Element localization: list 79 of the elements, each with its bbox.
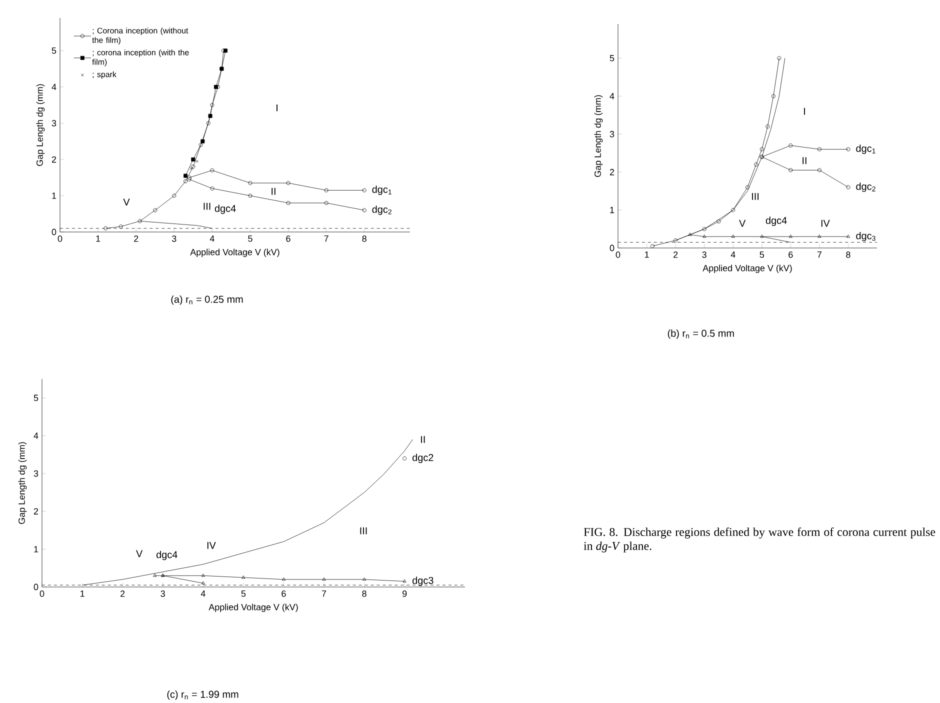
annotation: IV [207, 542, 216, 549]
text: (b) r$_{n}$ = 0.5 mm [668, 329, 734, 339]
y-tick-label: 1 [610, 206, 614, 214]
x-tick-label: 0 [58, 235, 62, 242]
y-tick-label: 3 [34, 470, 38, 477]
annotation: IV [821, 220, 830, 227]
annotation: V [136, 550, 143, 558]
x-tick-label: 3 [172, 235, 176, 242]
y-tick-label: 0 [610, 244, 614, 252]
x-tick-label: 7 [322, 590, 326, 597]
annotation: II [802, 157, 806, 164]
y-tick-label: 0 [52, 228, 56, 236]
y-tick-label: 2 [610, 168, 614, 176]
x-tick-label: 1 [96, 235, 100, 242]
x-tick-label: 8 [362, 590, 366, 597]
x-tick-label: 5 [760, 251, 764, 258]
annotation: dgc3 [412, 576, 434, 586]
x-tick-label: 2 [674, 251, 678, 258]
annotation: dgc$_{2}$ [372, 206, 392, 215]
y-tick-label: 0 [34, 584, 38, 590]
y-tick-label: 2 [34, 508, 38, 514]
annotation: dgc4 [766, 216, 787, 226]
annotation: dgc4 [214, 204, 236, 214]
x-tick-label: 0 [616, 251, 620, 258]
y-tick-label: 3 [52, 120, 56, 126]
annotation: V [739, 220, 746, 227]
x-tick-label: 0 [40, 590, 44, 597]
annotation: I [804, 108, 805, 115]
x-tick-label: 5 [241, 590, 246, 597]
x-tick-label: 4 [200, 590, 206, 597]
y-tick-label: 5 [52, 47, 56, 54]
x-tick-label: 4 [730, 251, 736, 258]
annotation: III [360, 527, 367, 534]
x-tick-label: 9 [402, 590, 407, 597]
y-axis-title: Gap Length dg (mm) [594, 95, 603, 177]
y-tick-label: 3 [610, 130, 614, 138]
x-tick-label: 1 [80, 590, 84, 597]
y-tick-label: 5 [610, 54, 614, 62]
annotation: dgc$_{1}$ [856, 144, 876, 154]
y-tick-label: 4 [610, 92, 614, 100]
x-tick-label: 1 [644, 251, 649, 258]
y-tick-label: 5 [34, 394, 38, 401]
x-tick-label: 4 [210, 235, 214, 242]
x-tick-label: 2 [134, 235, 138, 242]
x-axis-title: Applied Voltage V (kV) [208, 604, 298, 612]
y-axis-title: Gap Length dg (mm) [18, 442, 27, 524]
y-tick-label: 4 [52, 84, 56, 90]
x-tick-label: 6 [282, 590, 286, 597]
annotation: II [421, 436, 425, 443]
annotation: III [204, 202, 210, 210]
text: (a) r$_{n}$ = 0.25 mm [171, 295, 243, 305]
annotation: dgc4 [156, 550, 178, 560]
text: FIG. 8. Discharge regions defined by wave form of corona current pulse in dg-V plane. [584, 527, 936, 552]
x-tick-label: 6 [788, 251, 793, 258]
x-tick-label: 5 [248, 235, 252, 242]
x-tick-label: 2 [120, 590, 125, 597]
x-axis-title: Applied Voltage V (kV) [702, 264, 792, 274]
annotation: dgc2 [412, 454, 434, 463]
x-tick-label: 8 [362, 235, 366, 242]
y-tick-label: 1 [34, 546, 38, 552]
y-tick-label: 4 [34, 432, 38, 439]
y-axis-title: Gap Length dg (mm) [36, 84, 45, 166]
y-tick-label: 2 [52, 156, 56, 163]
x-tick-label: 7 [817, 251, 822, 258]
x-axis-title: Applied Voltage V (kV) [190, 248, 280, 258]
annotation: dgc$_{1}$ [372, 186, 392, 195]
x-tick-label: 7 [324, 235, 328, 242]
x-tick-label: 3 [702, 251, 706, 258]
x-tick-label: 6 [286, 235, 290, 242]
annotation: dgc$_{2}$ [856, 182, 876, 192]
annotation: III [752, 192, 759, 200]
annotation: I [276, 104, 278, 112]
annotation: V [123, 198, 130, 206]
x-tick-label: 8 [846, 251, 850, 258]
annotation: dgc$_{3}$ [856, 232, 876, 242]
text: (c) r$_{n}$ = 1.99 mm [167, 690, 238, 700]
x-tick-label: 3 [160, 590, 165, 597]
y-tick-label: 1 [52, 192, 56, 199]
annotation: II [272, 188, 276, 195]
